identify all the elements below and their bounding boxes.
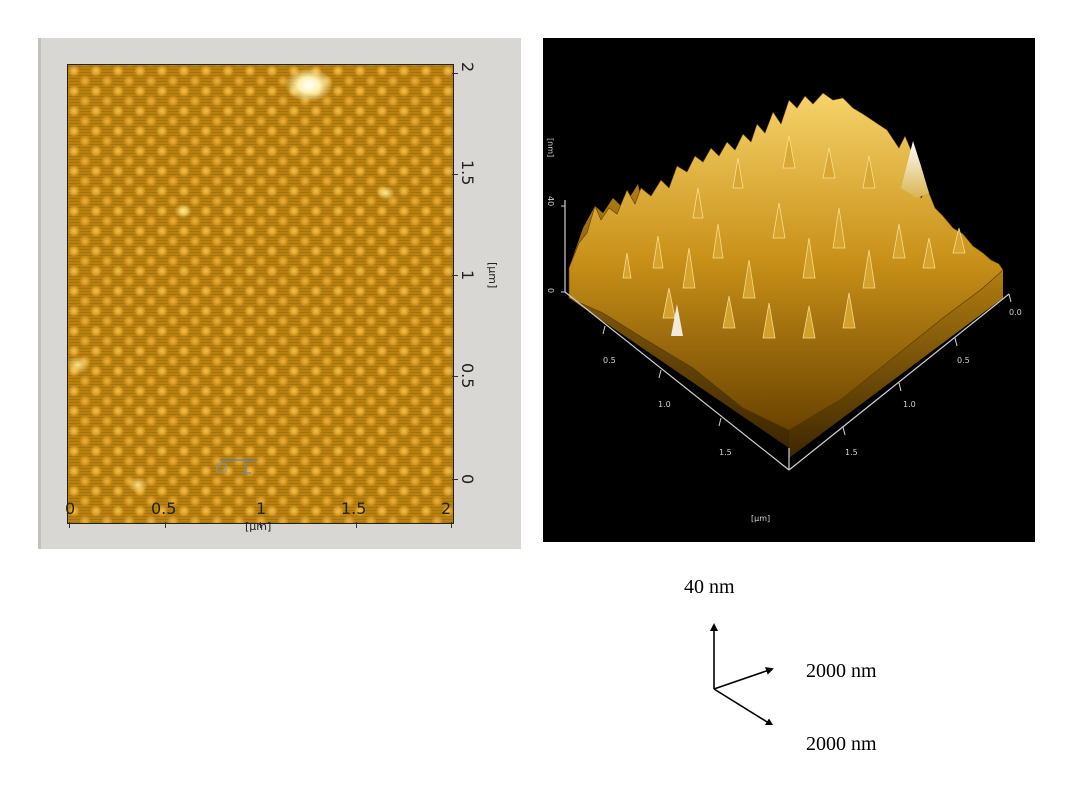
y-tick-label: 2 (458, 62, 477, 73)
right-axis-tick-label: 1.5 (845, 448, 858, 457)
y-tick-label: 0 (458, 474, 477, 485)
left-base-axis (564, 291, 790, 471)
y-scale-label: 2000 nm (806, 733, 877, 755)
left-axis-tick-label: 0.5 (603, 356, 616, 365)
x-tick-label: 2 (441, 499, 452, 518)
xy-axis-unit: [µm] (751, 514, 771, 523)
right-axis-tick-label: 0.5 (957, 356, 970, 365)
x-tick-label: 1 (256, 499, 267, 518)
afm-3d-surface (561, 92, 1012, 471)
z-scale-label: 40 nm (684, 576, 735, 598)
x-tick-label: 0 (65, 499, 76, 518)
z-tick-label: 40 (546, 196, 555, 207)
scale-marker-icon (216, 459, 258, 474)
x-tick-label: 1.5 (341, 499, 367, 518)
y-tick-label: 1.5 (458, 160, 477, 186)
x-scale-label: 2000 nm (806, 660, 877, 682)
right-axis-tick-label: 1.0 (903, 400, 916, 409)
right-axis-tick-label: 0.0 (1009, 308, 1022, 317)
right-base-axis (788, 293, 1010, 471)
y-tick-label: 1 (458, 270, 477, 281)
z-tick-label: 0 (546, 288, 555, 294)
afm-3d-panel: [nm] 40 0 0.5 1.0 1.5 0.0 0.5 1.0 1.5 [µ… (543, 38, 1035, 542)
x-axis-title: [µm] (245, 520, 272, 533)
afm-2d-panel: 0 0.5 1 1.5 2 [µm] 2 1.5 1 0.5 0 [µm] (38, 38, 521, 549)
left-axis-tick-label: 1.5 (719, 448, 732, 457)
x-tick-label: 0.5 (151, 499, 177, 518)
left-axis-tick-label: 1.0 (658, 400, 671, 409)
afm-height-map (67, 64, 454, 524)
y-axis-title: [µm] (486, 262, 499, 289)
axes-legend-arrows (710, 623, 774, 725)
y-tick-label: 0.5 (458, 363, 477, 389)
z-axis-unit: [nm] (546, 138, 555, 158)
